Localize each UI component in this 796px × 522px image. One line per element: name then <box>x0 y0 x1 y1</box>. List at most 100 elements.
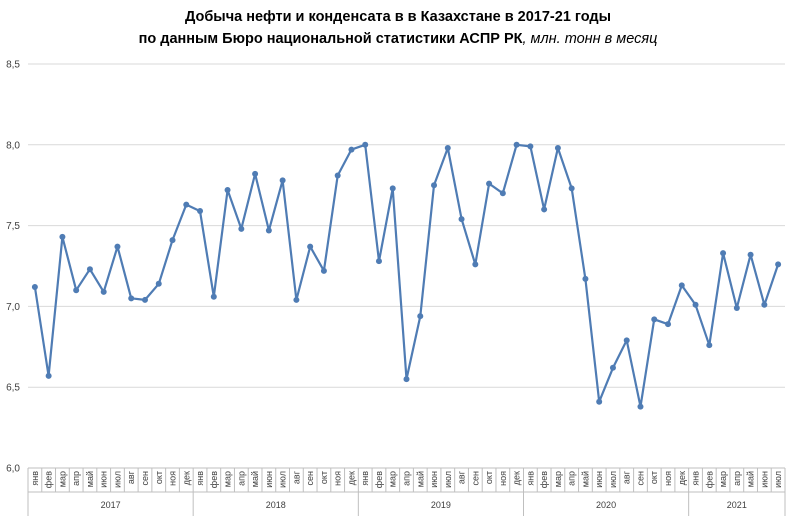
data-point <box>334 172 341 179</box>
y-tick-label: 7,0 <box>6 302 20 313</box>
x-tick-label: апр <box>236 471 246 486</box>
data-point <box>224 187 231 194</box>
data-point <box>747 251 754 258</box>
year-label: 2017 <box>101 500 121 510</box>
x-tick-label: янв <box>30 471 40 486</box>
x-tick-label: мар <box>388 471 398 487</box>
data-point <box>596 398 603 405</box>
data-point <box>197 208 204 215</box>
data-point <box>155 280 162 287</box>
y-tick-label: 8,5 <box>6 60 20 71</box>
year-label: 2018 <box>266 500 286 510</box>
x-tick-label: май <box>85 471 95 487</box>
x-tick-label: янв <box>360 471 370 486</box>
x-tick-label: фев <box>704 471 714 488</box>
data-point <box>307 243 314 250</box>
x-tick-label: сен <box>305 471 315 486</box>
y-tick-label: 8,0 <box>6 140 20 151</box>
data-point <box>431 182 438 189</box>
x-tick-label: фев <box>374 471 384 488</box>
series-line <box>33 143 780 408</box>
x-tick-label: май <box>746 471 756 487</box>
x-tick-label: дек <box>346 471 356 485</box>
data-point <box>513 141 520 148</box>
data-point <box>541 206 548 213</box>
x-tick-label: окт <box>154 471 164 484</box>
data-point <box>59 233 66 240</box>
data-point <box>651 316 658 323</box>
data-point <box>320 267 327 274</box>
chart-title-line1: Добыча нефти и конденсата в в Казахстане… <box>184 9 612 25</box>
data-point <box>458 216 465 223</box>
x-tick-label: янв <box>195 471 205 486</box>
x-tick-label: фев <box>539 471 549 488</box>
x-tick-label: окт <box>649 471 659 484</box>
x-tick-label: июл <box>443 471 453 488</box>
x-tick-label: авг <box>126 470 136 484</box>
y-tick-label: 7,5 <box>6 221 20 232</box>
x-tick-label: авг <box>291 470 301 484</box>
x-tick-label: авг <box>457 470 467 484</box>
data-point <box>210 293 217 300</box>
x-tick-label: апр <box>71 471 81 486</box>
x-tick-label: сен <box>470 471 480 486</box>
chart-title-source: по данным Бюро национальной статистики А… <box>138 31 523 47</box>
data-point <box>375 258 382 265</box>
data-point <box>238 225 245 232</box>
x-tick-label: июн <box>429 471 439 488</box>
chart-title-unit: , млн. тонн в месяц <box>522 31 658 47</box>
data-point <box>183 201 190 208</box>
x-tick-label: мар <box>223 471 233 487</box>
chart-title-line2: по данным Бюро национальной статистики А… <box>0 31 796 47</box>
data-point <box>499 190 506 197</box>
data-point <box>169 237 176 244</box>
data-point <box>45 372 52 379</box>
year-label: 2021 <box>727 500 747 510</box>
data-point <box>403 376 410 383</box>
year-label: 2019 <box>431 500 451 510</box>
data-point <box>265 227 272 234</box>
data-point <box>389 185 396 192</box>
x-tick-label: июн <box>264 471 274 488</box>
x-tick-label: дек <box>181 471 191 485</box>
data-point <box>114 243 121 250</box>
y-tick-label: 6,5 <box>6 383 20 394</box>
data-point <box>720 250 727 257</box>
data-point <box>472 261 479 268</box>
x-tick-label: дек <box>512 471 522 485</box>
x-tick-label: мар <box>718 471 728 487</box>
year-label: 2020 <box>596 500 616 510</box>
x-tick-label: май <box>415 471 425 487</box>
data-point <box>692 301 699 308</box>
x-tick-label: июн <box>99 471 109 488</box>
x-tick-label: дек <box>677 471 687 485</box>
x-tick-label: фев <box>209 471 219 488</box>
x-tick-label: янв <box>691 471 701 486</box>
x-tick-label: фев <box>44 471 54 488</box>
x-tick-label: окт <box>319 471 329 484</box>
data-point <box>527 143 534 150</box>
x-tick-label: ноя <box>168 471 178 486</box>
x-tick-label: ноя <box>663 471 673 486</box>
x-tick-label: мар <box>57 471 67 487</box>
data-point <box>678 282 685 289</box>
x-tick-label: май <box>250 471 260 487</box>
x-tick-label: июл <box>608 471 618 488</box>
data-point <box>141 296 148 303</box>
data-point <box>86 266 93 273</box>
data-point <box>417 313 424 320</box>
data-point <box>348 146 355 153</box>
x-tick-label: апр <box>732 471 742 486</box>
x-tick-label: сен <box>140 471 150 486</box>
data-point <box>761 301 768 308</box>
x-tick-label: ноя <box>498 471 508 486</box>
x-tick-label: апр <box>567 471 577 486</box>
x-tick-label: сен <box>635 471 645 486</box>
data-point <box>665 321 672 328</box>
data-point <box>100 288 107 295</box>
x-tick-label: янв <box>525 471 535 486</box>
data-point <box>775 261 782 268</box>
x-tick-label: май <box>580 471 590 487</box>
data-point <box>623 337 630 344</box>
